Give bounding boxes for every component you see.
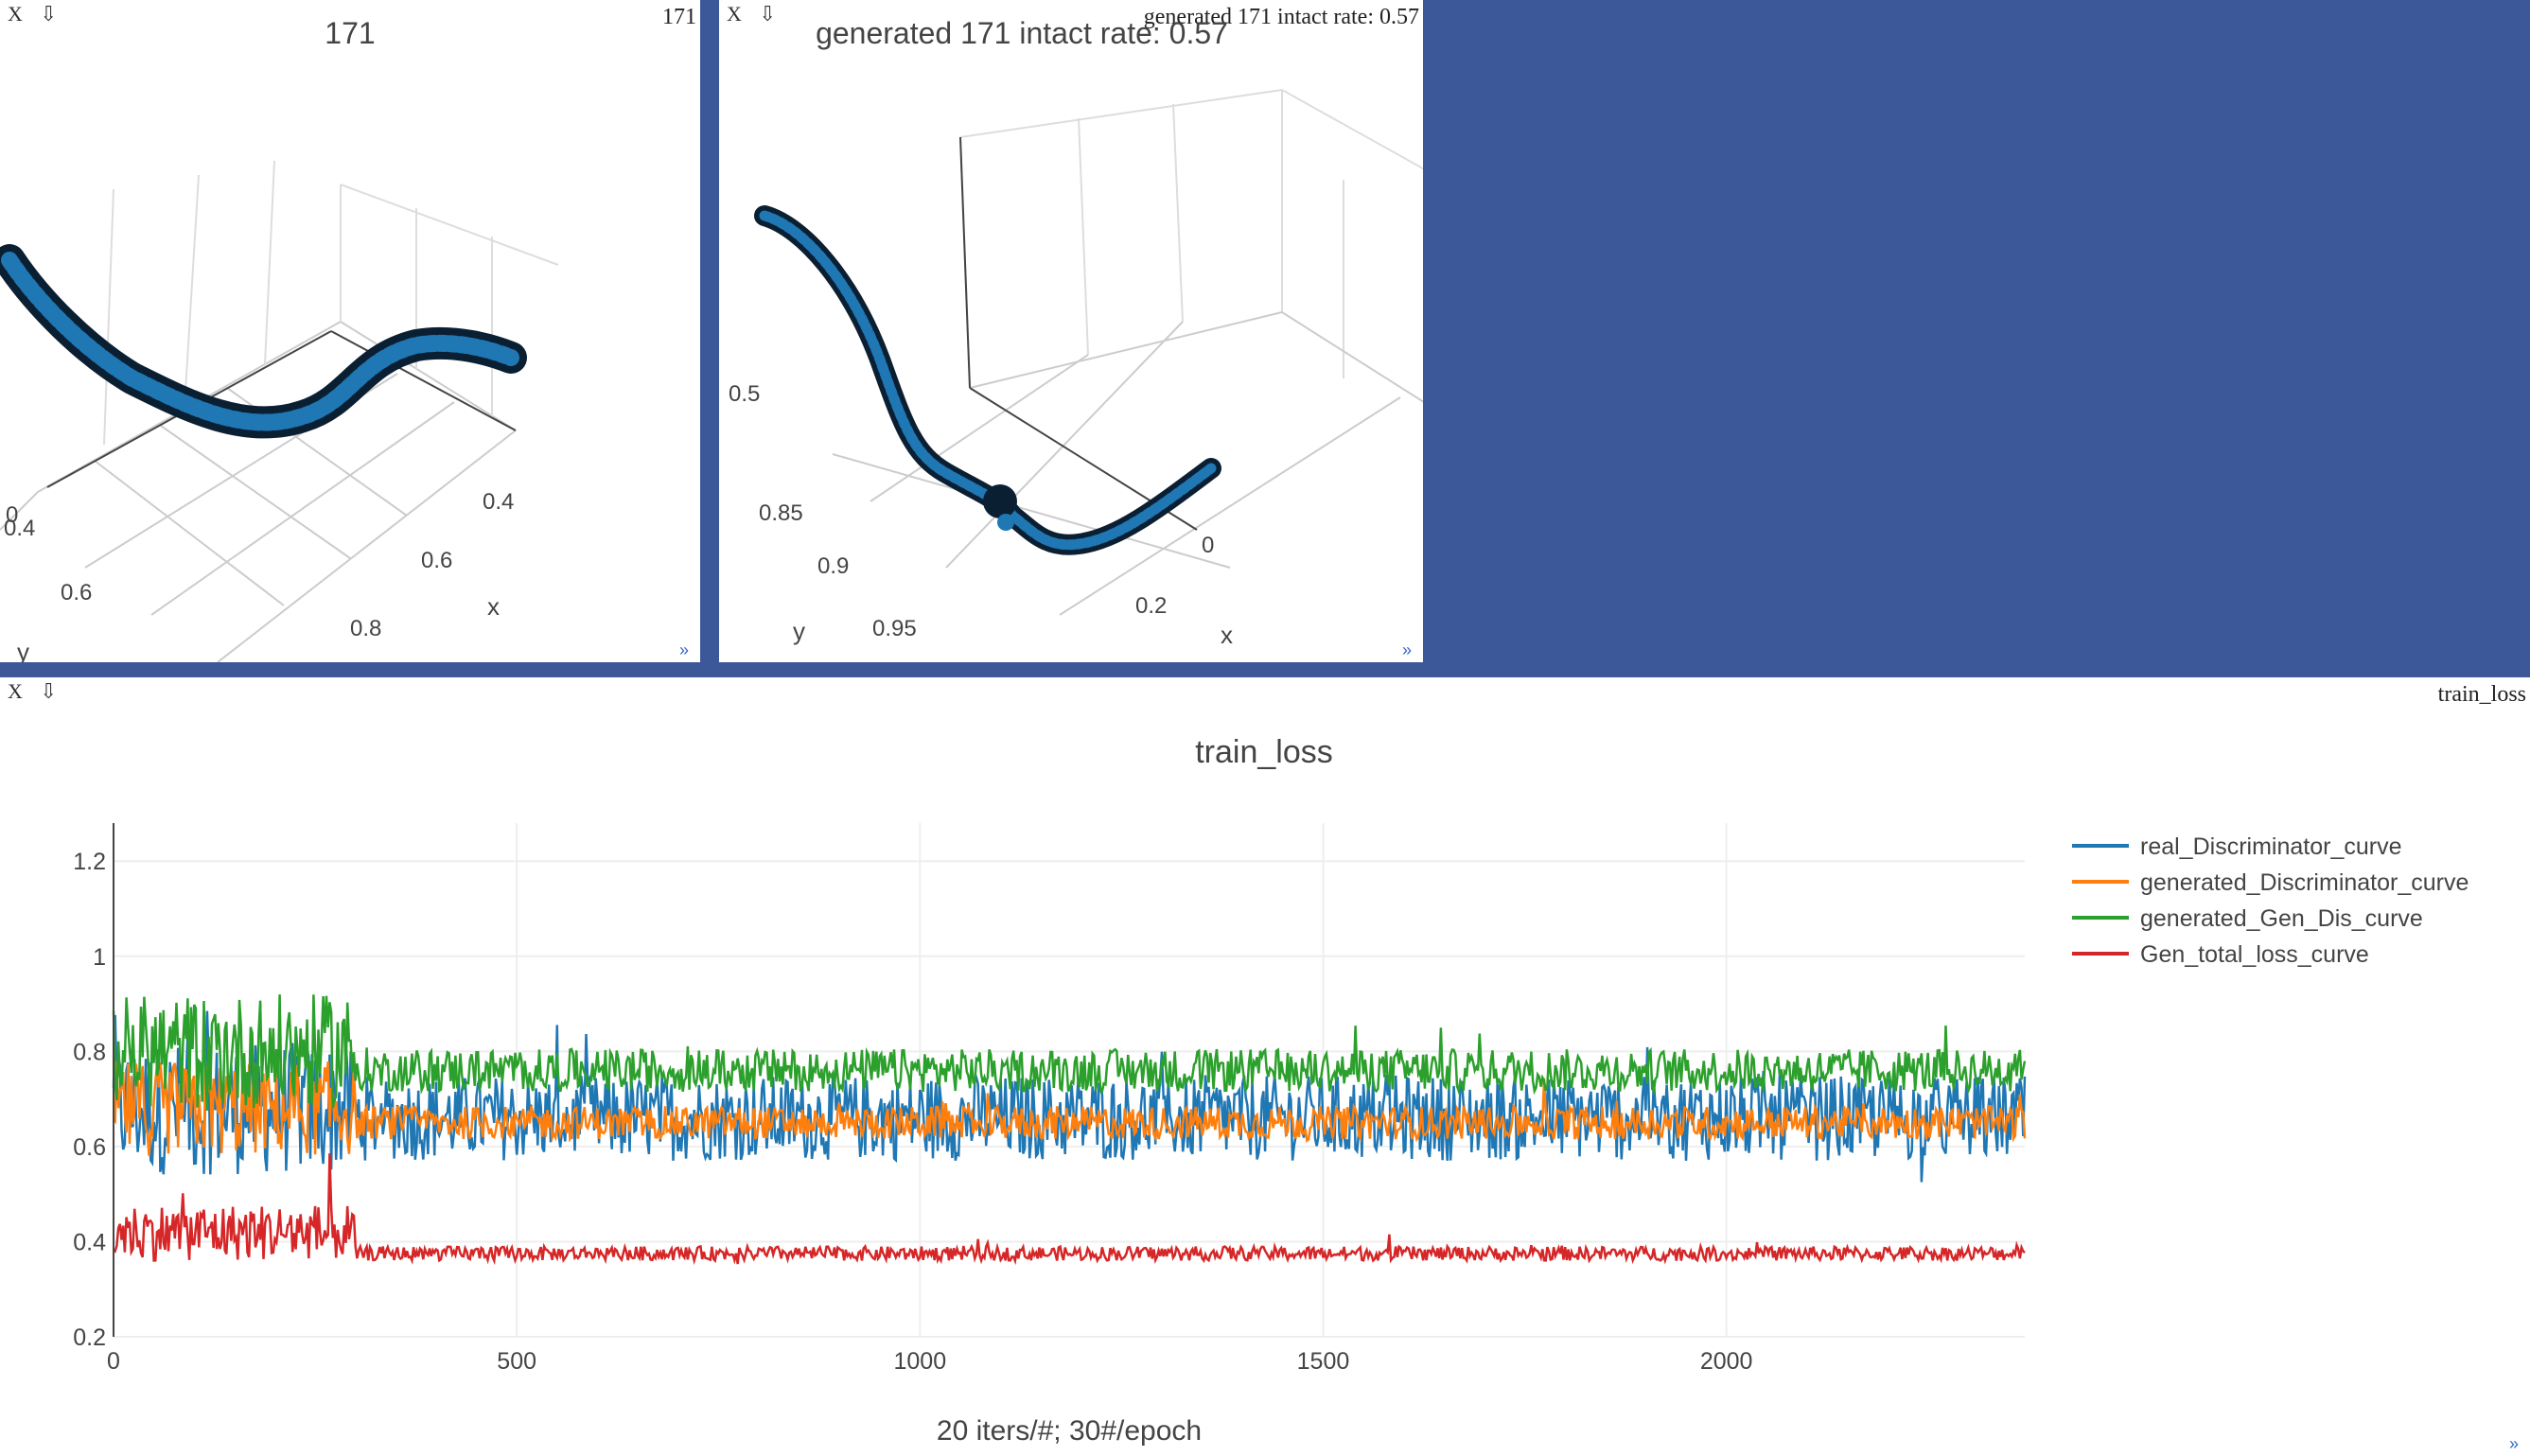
x-tick-label: 0 <box>107 1348 120 1375</box>
series-line <box>112 994 2027 1111</box>
wall-grid <box>959 89 1423 389</box>
pane-label: 171 <box>662 5 696 29</box>
y-tick-label: 0.95 <box>872 616 917 641</box>
y-tick-label: 0.9 <box>817 553 849 579</box>
plot-pane-train-loss: X ⇩ train_loss train_loss 0.2 0.4 0.6 0.8 1 1… <box>0 677 2530 1456</box>
loss-line-chart[interactable]: train_loss 0.2 0.4 0.6 0.8 1 1.2 0 500 1000 1500 2… <box>0 677 2530 1456</box>
axes-lines <box>959 136 1198 531</box>
point-trail <box>759 210 1217 551</box>
point-cluster <box>983 484 1017 518</box>
point-cluster <box>997 514 1014 531</box>
y-tick-label: 0.2 <box>73 1324 106 1351</box>
y-tick-label: 0.8 <box>73 1039 106 1065</box>
x-axis-title: 20 iters/#; 30#/epoch <box>937 1415 1202 1447</box>
scatter-3d-plot[interactable]: 171 0.4 <box>0 0 700 662</box>
pane-label: train_loss <box>2437 682 2526 707</box>
legend: real_Discriminator_curve generated_Discri… <box>2072 833 2469 968</box>
x-tick-label: 0.8 <box>350 616 381 641</box>
chart-title: train_loss <box>1195 734 1333 770</box>
legend-label: real_Discriminator_curve <box>2140 833 2401 860</box>
resize-handle-icon[interactable]: » <box>1402 640 1413 659</box>
x-tick-label: 0 <box>1202 533 1214 558</box>
pane-toolbar: X ⇩ generated 171 intact rate: 0.57 <box>719 0 1423 29</box>
x-tick-label: 2000 <box>1700 1348 1753 1375</box>
y-tick-label: 0.6 <box>73 1134 106 1161</box>
legend-label: Gen_total_loss_curve <box>2140 941 2369 968</box>
y-tick-label: 0.85 <box>759 500 803 526</box>
close-pane-button[interactable]: X <box>8 2 23 26</box>
floor-grid <box>832 311 1423 616</box>
pane-label: generated 171 intact rate: 0.57 <box>1143 5 1419 29</box>
y-tick-label: 0.4 <box>4 516 35 541</box>
resize-handle-icon[interactable]: » <box>679 640 690 659</box>
series-lines <box>112 994 2027 1266</box>
plot-pane-generated: X ⇩ generated 171 intact rate: 0.57 gene… <box>719 0 1423 662</box>
y-axis-label: y <box>17 638 29 662</box>
close-pane-button[interactable]: X <box>727 2 742 26</box>
y-tick-label: 1 <box>93 944 106 971</box>
y-tick-label: 0.4 <box>73 1229 106 1255</box>
legend-label: generated_Discriminator_curve <box>2140 869 2469 896</box>
x-tick-label: 1000 <box>894 1348 947 1375</box>
x-tick-label: 0.6 <box>421 548 452 573</box>
y-axis-label: y <box>793 617 805 645</box>
download-icon[interactable]: ⇩ <box>40 679 58 703</box>
pane-toolbar: X ⇩ 171 <box>0 0 700 29</box>
pane-toolbar: X ⇩ train_loss <box>0 677 2530 707</box>
resize-handle-icon[interactable]: » <box>2509 1434 2520 1453</box>
x-tick-label: 0.2 <box>1135 593 1167 619</box>
download-icon[interactable]: ⇩ <box>759 2 777 26</box>
wall-grid <box>103 160 559 446</box>
z-tick-label: 0 <box>6 502 18 528</box>
plot-title: 171 <box>325 16 375 50</box>
x-tick-label: 500 <box>497 1348 536 1375</box>
x-axis-label: x <box>487 592 500 621</box>
series-line <box>113 1153 2026 1266</box>
plot-title: generated 171 intact rate: 0.57 <box>816 16 1228 50</box>
series-line <box>112 1061 2027 1156</box>
x-tick-label: 1500 <box>1297 1348 1350 1375</box>
floor-grid <box>0 321 517 662</box>
close-pane-button[interactable]: X <box>8 679 23 703</box>
scatter-3d-plot[interactable]: generated 171 intact rate: 0.57 <box>719 0 1423 662</box>
x-axis-label: x <box>1221 621 1233 649</box>
x-tick-label: 0.4 <box>483 489 514 515</box>
point-trail <box>1 252 519 431</box>
y-tick-label: 1.2 <box>73 849 106 875</box>
tick-labels: 0.2 0.4 0.6 0.8 1 1.2 0 500 1000 1500 2000 <box>73 849 1752 1375</box>
z-tick-label: 0.5 <box>729 381 760 407</box>
download-icon[interactable]: ⇩ <box>40 2 58 26</box>
y-tick-label: 0.6 <box>61 580 92 605</box>
series-line <box>112 1010 2027 1183</box>
plot-pane-171: X ⇩ 171 171 <box>0 0 700 662</box>
legend-label: generated_Gen_Dis_curve <box>2140 905 2423 932</box>
